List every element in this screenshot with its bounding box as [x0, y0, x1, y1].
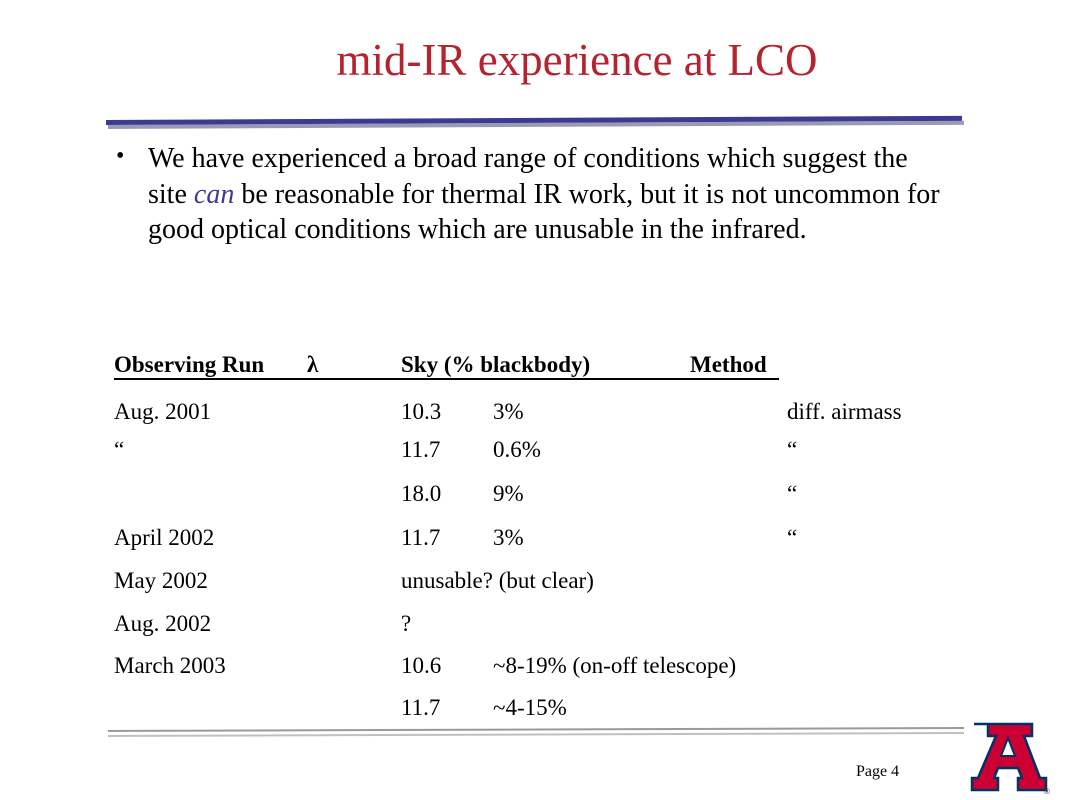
cell-run: March 2003: [114, 653, 226, 678]
cell-lambda: 11.7: [401, 525, 441, 550]
cell-lambda: 11.7: [401, 695, 441, 720]
cell-method: diff. airmass: [787, 399, 902, 424]
cell-run: “: [114, 437, 125, 462]
cell-lambda: 11.7: [401, 437, 441, 462]
cell-sky: ~8-19% (on-off telescope): [493, 653, 737, 678]
cell-run: April 2002: [114, 525, 215, 550]
cell-run: Aug. 2001: [114, 399, 212, 424]
bullet-text-start: We have experienced a broad range of con…: [148, 143, 908, 210]
university-block-a-logo-icon: ®: [970, 722, 1050, 796]
cell-method: “: [787, 481, 798, 506]
cell-method: “: [787, 525, 798, 550]
bullet-emphasis: can: [193, 178, 235, 210]
cell-run: May 2002: [114, 568, 208, 593]
bullet-paragraph: We have experienced a broad range of con…: [148, 141, 948, 248]
cell-lambda: 10.3: [401, 399, 442, 424]
cell-sky: 3%: [493, 399, 524, 424]
cell-run: Aug. 2002: [114, 611, 212, 636]
bullet-text-end: be reasonable for thermal IR work, but i…: [148, 178, 940, 246]
header-method: Method: [690, 352, 767, 377]
cell-lambda: unusable? (but clear): [401, 568, 594, 593]
cell-method: “: [787, 437, 798, 462]
svg-text:®: ®: [1044, 787, 1050, 796]
footer-rule-shadow: [107, 732, 964, 737]
header-sky: Sky (% blackbody): [401, 352, 591, 377]
header-observing-run: Observing Run: [114, 352, 265, 377]
footer-rule: [107, 727, 964, 732]
cell-sky: 9%: [493, 481, 524, 506]
cell-lambda: 18.0: [401, 481, 442, 506]
cell-lambda: 10.6: [401, 653, 442, 678]
cell-sky: ~4-15%: [493, 695, 567, 720]
cell-lambda: ?: [401, 611, 412, 636]
header-lambda: λ: [307, 352, 319, 377]
header-underline: [114, 378, 779, 380]
cell-sky: 0.6%: [493, 437, 541, 462]
bullet-icon: •: [116, 143, 125, 169]
slide-title: mid-IR experience at LCO: [336, 35, 818, 85]
page-number: Page 4: [856, 763, 900, 780]
cell-sky: 3%: [493, 525, 524, 550]
